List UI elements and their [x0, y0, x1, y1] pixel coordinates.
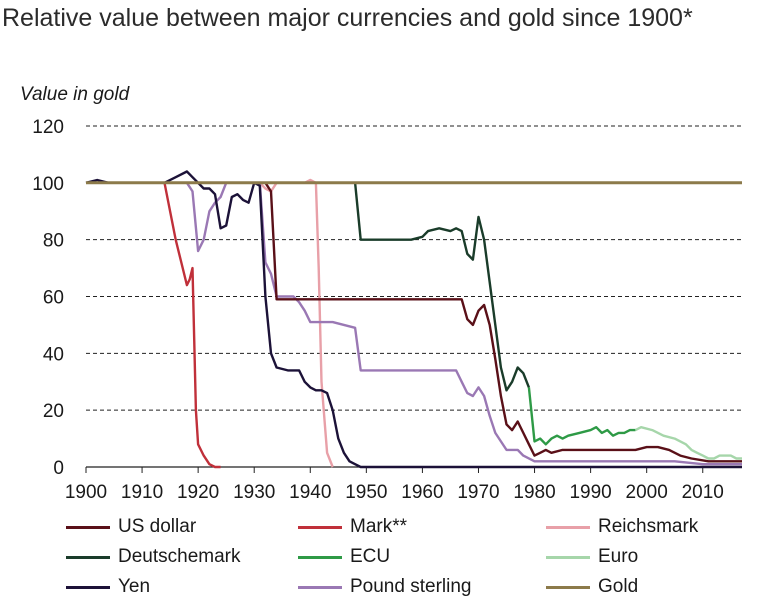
series-line-mark [86, 181, 221, 469]
y-tick-label: 20 [43, 401, 64, 422]
x-tick-label: 1930 [233, 482, 275, 503]
legend-swatch [546, 525, 590, 529]
legend-item: Gold [546, 572, 638, 602]
x-tick-label: 1990 [569, 482, 611, 503]
x-tick-label: 1960 [401, 482, 443, 503]
x-tick-label: 1920 [177, 482, 219, 503]
legend-swatch [298, 555, 342, 559]
legend-label: Pound sterling [350, 576, 472, 597]
x-tick-label: 2000 [626, 482, 668, 503]
legend-label: Gold [598, 576, 639, 597]
legend-label: Deutschemark [118, 546, 241, 567]
x-tick-label: 1910 [121, 482, 163, 503]
x-tick-label: 1950 [345, 482, 387, 503]
series-line-reichsmark [220, 178, 334, 468]
x-tick-label: 1940 [289, 482, 331, 503]
y-tick-label: 120 [32, 117, 64, 138]
legend-swatch [298, 525, 342, 529]
series-line-deutschemark [353, 182, 531, 392]
legend-item: US dollar [66, 512, 196, 542]
legend-item: Euro [546, 542, 638, 572]
y-axis-label: Value in gold [20, 84, 130, 105]
legend-label: ECU [350, 546, 391, 567]
legend-label: Yen [118, 576, 151, 597]
y-tick-label: 40 [43, 344, 64, 365]
line-chart: 0 20 40 60 80 100 120 1900 1910 1920 1930 1940 1950… [32, 117, 742, 503]
series-line-yen [85, 170, 742, 469]
legend: US dollar Mark** Reichsmark Deutschemark ECU… [66, 512, 766, 608]
legend-label: Reichsmark [598, 516, 699, 537]
legend-item: Deutschemark [66, 542, 241, 572]
series-lines [85, 170, 742, 469]
legend-swatch [66, 585, 110, 589]
x-tick-label: 1980 [513, 482, 555, 503]
series-line-pound-sterling [86, 181, 742, 466]
y-tick-label: 100 [32, 174, 64, 195]
legend-item: ECU [298, 542, 390, 572]
legend-item: Pound sterling [298, 572, 471, 602]
legend-label: US dollar [118, 516, 197, 537]
legend-swatch [546, 585, 590, 589]
legend-item: Mark** [298, 512, 407, 542]
legend-item: Yen [66, 572, 150, 602]
y-tick-label: 60 [43, 288, 64, 309]
legend-label: Euro [598, 546, 639, 567]
x-tick-label: 2010 [682, 482, 724, 503]
series-line-ecu [527, 387, 636, 446]
legend-swatch [546, 555, 590, 559]
legend-swatch [66, 555, 110, 559]
grid-lines [86, 125, 742, 411]
legend-swatch [66, 525, 110, 529]
chart-title: Relative value between major currencies … [2, 4, 693, 32]
y-axis-ticks: 0 20 40 60 80 100 120 [32, 117, 64, 479]
x-axis: 1900 1910 1920 1930 1940 1950 1960 1970 1980 1990… [65, 466, 742, 503]
y-tick-label: 0 [53, 458, 64, 479]
x-tick-label: 1970 [457, 482, 499, 503]
legend-label: Mark** [350, 516, 408, 537]
y-tick-label: 80 [43, 231, 64, 252]
legend-swatch [298, 585, 342, 589]
legend-item: Reichsmark [546, 512, 698, 542]
x-tick-label: 1900 [65, 482, 107, 503]
series-line-us-dollar [86, 181, 742, 463]
series-line-euro [634, 426, 742, 460]
